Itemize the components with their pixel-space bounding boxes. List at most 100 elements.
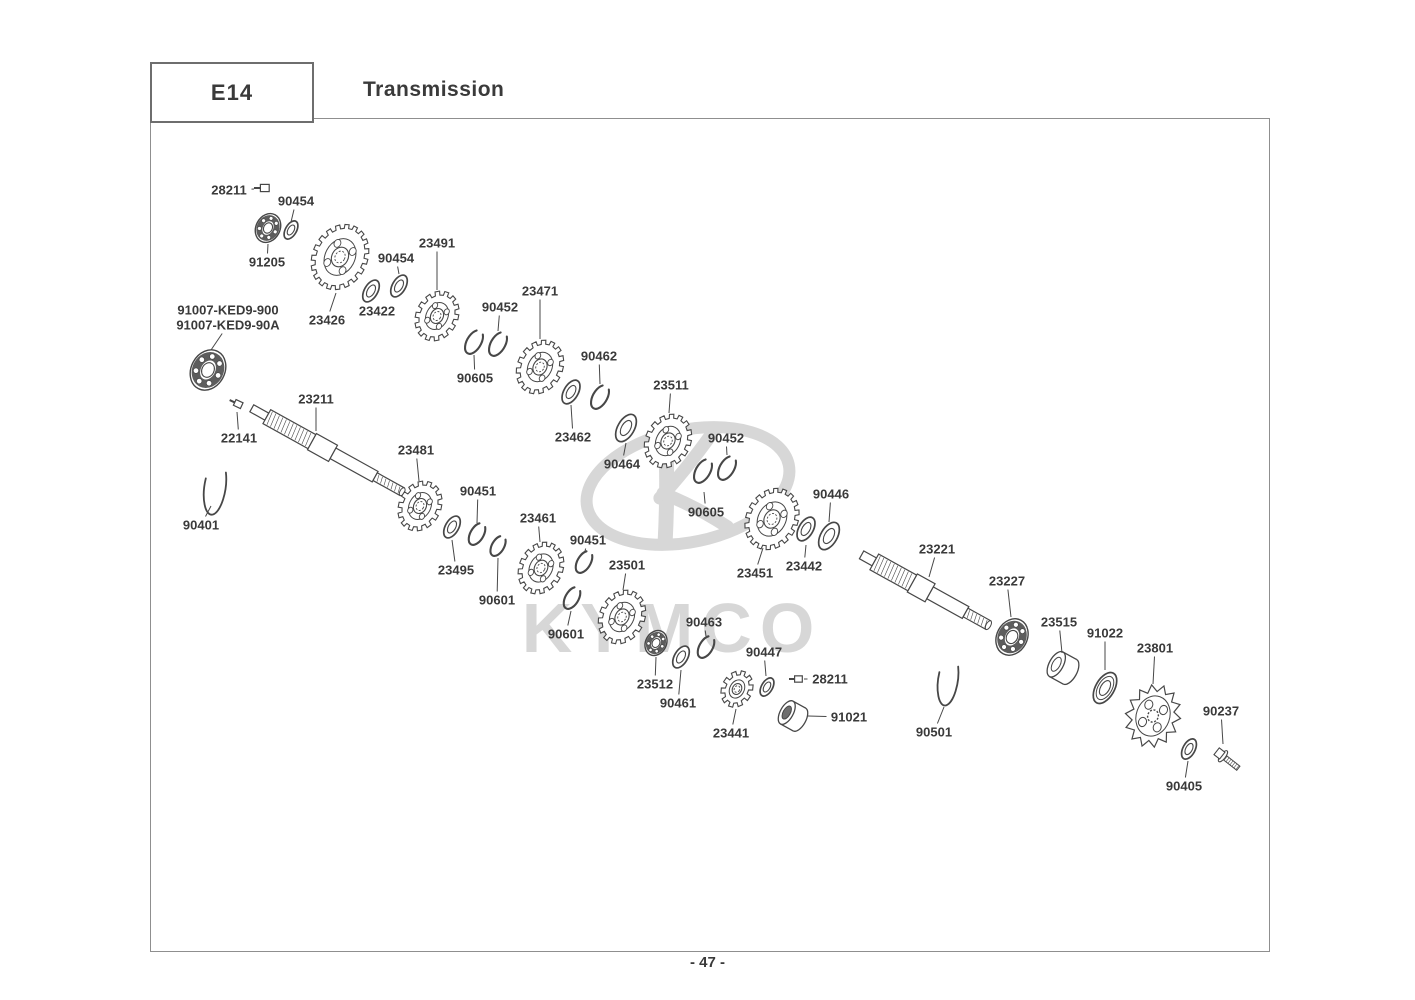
leader-line [567, 610, 572, 626]
part-label-23462: 23462 [555, 430, 591, 445]
leader-line [654, 656, 657, 676]
part-label-23495: 23495 [438, 563, 474, 578]
part-label-90452: 90452 [482, 300, 518, 315]
washer-23422 [361, 279, 381, 303]
part-label-23512: 23512 [637, 677, 673, 692]
circlip-90462 [589, 384, 611, 410]
leader-line [732, 708, 737, 725]
circlip-90452-a [487, 331, 509, 357]
leader-line [804, 544, 807, 558]
leader-line [267, 243, 269, 254]
part-label-23461: 23461 [520, 511, 556, 526]
leader-line [329, 292, 337, 312]
ball-bearing-23227 [995, 618, 1029, 656]
kymco-watermark-text: KYMCO [522, 589, 823, 667]
part-label-23511: 23511 [653, 378, 688, 393]
gear-23451 [744, 487, 800, 551]
part-label-90454: 90454 [378, 251, 415, 266]
part-label-90446: 90446 [813, 487, 849, 502]
part-label-90454: 90454 [278, 194, 315, 209]
leader-line [704, 630, 707, 637]
part-label-22141: 22141 [221, 431, 257, 446]
bolt-90237 [1213, 747, 1241, 771]
leader-line [416, 458, 420, 482]
part-label-91007-KED9-90A: 91007-KED9-90A [176, 318, 280, 333]
washer-90405 [1180, 738, 1198, 760]
part-label-90237: 90237 [1203, 704, 1239, 719]
bushing-23515 [1046, 650, 1080, 686]
circlip-90605-a [463, 329, 485, 355]
gear-23461 [517, 541, 565, 595]
part-label-23471: 23471 [522, 284, 558, 299]
washer-23495 [442, 515, 462, 539]
oil-seal-91022 [1092, 671, 1118, 705]
input-shaft-23211 [249, 403, 406, 497]
gear-23426 [310, 223, 370, 291]
leader-line [757, 547, 764, 565]
leader-line [726, 446, 728, 456]
leader-line [1152, 656, 1155, 685]
part-label-91021: 91021 [831, 710, 867, 725]
part-label-23422: 23422 [359, 304, 395, 319]
part-label-28211: 28211 [211, 183, 246, 198]
leader-line [668, 393, 671, 414]
part-label-23801: 23801 [1137, 641, 1173, 656]
circlip-90463 [696, 635, 716, 659]
leader-line [1007, 589, 1012, 618]
part-label-23426: 23426 [309, 313, 345, 328]
leader-line [451, 539, 456, 562]
part-label-90461: 90461 [660, 696, 696, 711]
leader-line [936, 706, 945, 724]
part-label-90405: 90405 [1166, 779, 1202, 794]
leader-line [678, 669, 682, 695]
washer-23462 [561, 379, 581, 405]
part-label-90401: 90401 [183, 518, 219, 533]
part-label-90605: 90605 [688, 505, 724, 520]
washer-90447 [759, 677, 775, 697]
part-labels: 28211 90454 91205 23426 23422 90454 23491 90452… [176, 183, 1239, 794]
part-label-23441: 23441 [713, 726, 749, 741]
part-label-91007-KED9-900: 91007-KED9-900 [177, 303, 278, 318]
ball-bearing-91007 [189, 349, 227, 391]
washer-90454-b [389, 274, 409, 298]
dowel-pin-28211-a [254, 183, 270, 193]
section-code: E14 [210, 79, 254, 105]
leader-line [623, 442, 627, 456]
leader-line [476, 499, 479, 524]
part-label-23221: 23221 [919, 542, 955, 557]
part-label-91205: 91205 [249, 255, 285, 270]
collar-91021 [777, 700, 809, 732]
leader-line [205, 505, 212, 517]
part-label-90601: 90601 [548, 627, 584, 642]
sprocket-23801 [1124, 683, 1182, 749]
leader-line [807, 715, 827, 717]
part-label-90501: 90501 [916, 725, 952, 740]
circlip-90451-a [467, 522, 487, 546]
section-code-box: E14 [150, 62, 314, 123]
part-label-23442: 23442 [786, 559, 822, 574]
part-label-90605: 90605 [457, 371, 493, 386]
bearing-23512 [644, 629, 668, 657]
part-label-23451: 23451 [737, 566, 773, 581]
circlip-90601-b [562, 586, 582, 610]
dowel-pin-28211-b [789, 675, 803, 683]
part-label-23491: 23491 [419, 236, 455, 251]
page-title: Transmission [363, 78, 505, 101]
part-label-90601: 90601 [479, 593, 515, 608]
part-label-91022: 91022 [1087, 626, 1123, 641]
gear-23441 [720, 670, 754, 708]
parts-layer [189, 183, 1241, 771]
circlip-90452-b [716, 455, 738, 481]
part-label-23515: 23515 [1041, 615, 1077, 630]
part-label-90452: 90452 [708, 431, 744, 446]
leader-line [764, 660, 767, 677]
part-label-28211: 28211 [812, 672, 847, 687]
gear-23491 [414, 290, 460, 342]
washer-90454-a [283, 220, 299, 240]
washer-23442 [796, 516, 816, 542]
leader-line [496, 557, 499, 592]
circlip-90451-b [574, 550, 594, 574]
part-label-90451: 90451 [460, 484, 496, 499]
leader-line [598, 364, 601, 385]
